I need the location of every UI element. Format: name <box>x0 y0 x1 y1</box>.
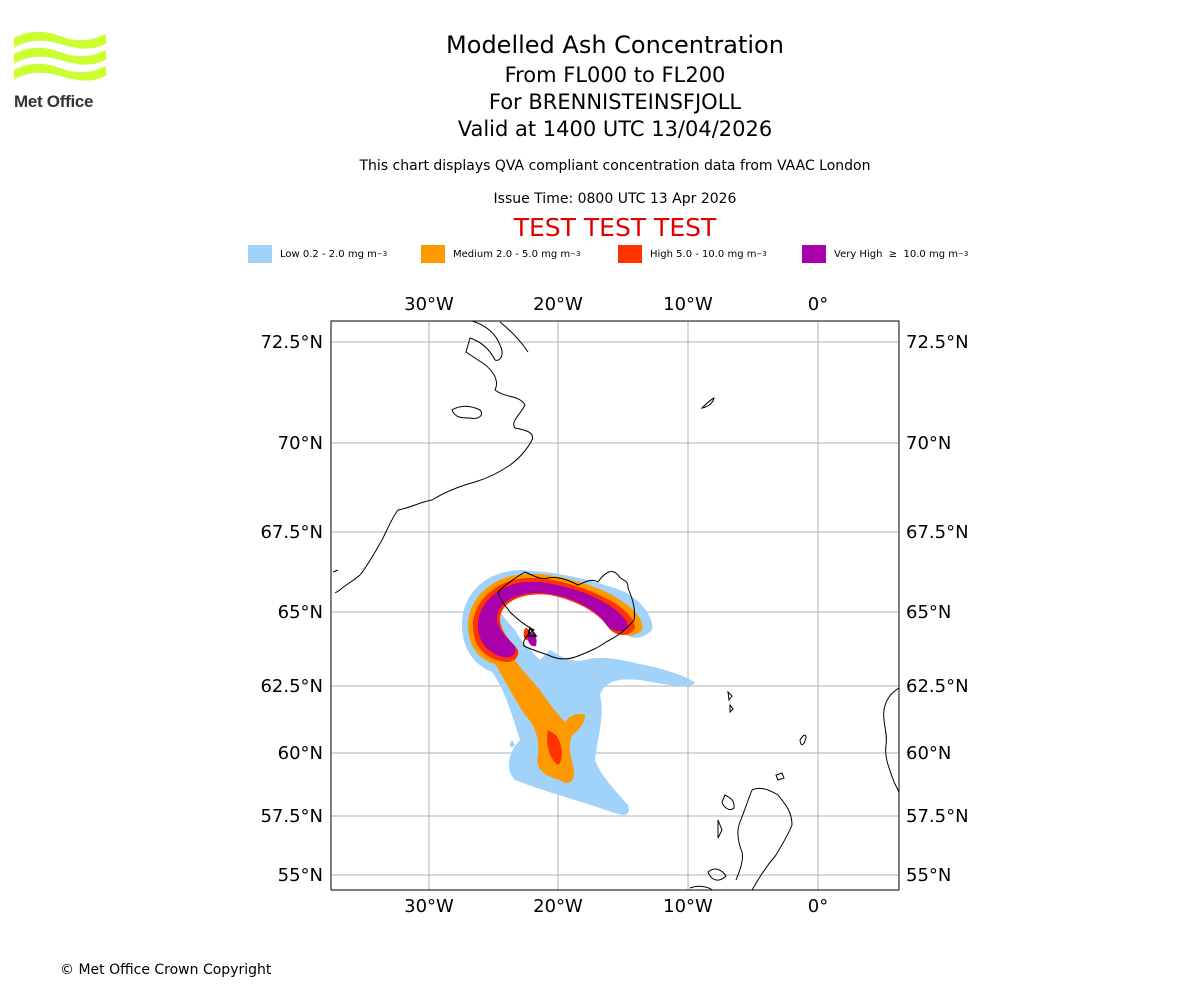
legend-high: High 5.0 - 10.0 mg m −3 <box>618 244 767 264</box>
volcano-name: For BRENNISTEINSFJOLL <box>488 90 742 114</box>
lon-label-top: 30°W <box>404 294 454 315</box>
lat-label-left: 72.5°N <box>260 332 323 353</box>
lon-labels-bottom: 30°W 20°W 10°W 0° <box>404 896 828 917</box>
lon-label-top: 20°W <box>533 294 583 315</box>
valid-time: Valid at 1400 UTC 13/04/2026 <box>457 117 773 141</box>
lat-labels-right: 72.5°N 70°N 67.5°N 65°N 62.5°N 60°N 57.5… <box>906 332 969 886</box>
met-office-logo: Met Office <box>14 30 114 112</box>
lat-label-left: 62.5°N <box>260 676 323 697</box>
met-office-wave-icon <box>14 31 106 81</box>
lon-label-top: 0° <box>808 294 828 315</box>
lon-label-bottom: 0° <box>808 896 828 917</box>
legend-swatch-low <box>248 245 272 263</box>
description: This chart displays QVA compliant concen… <box>359 158 871 174</box>
lat-label-right: 62.5°N <box>906 676 969 697</box>
lat-label-right: 67.5°N <box>906 522 969 543</box>
legend-label-low: Low 0.2 - 2.0 mg m <box>280 248 377 260</box>
chart-title: Modelled Ash Concentration <box>446 31 784 59</box>
lat-label-right: 57.5°N <box>906 806 969 827</box>
lat-label-right: 55°N <box>906 865 951 886</box>
legend-swatch-high <box>618 245 642 263</box>
lon-label-bottom: 20°W <box>533 896 583 917</box>
lon-label-bottom: 30°W <box>404 896 454 917</box>
graticule <box>331 321 899 890</box>
lat-label-left: 55°N <box>278 865 323 886</box>
volcano-icon <box>527 626 538 637</box>
lat-label-right: 65°N <box>906 602 951 623</box>
lon-label-bottom: 10°W <box>663 896 713 917</box>
legend-swatch-medium <box>421 245 445 263</box>
copyright: © Met Office Crown Copyright <box>60 962 272 978</box>
legend-label-medium: Medium 2.0 - 5.0 mg m <box>453 248 571 260</box>
legend-medium: Medium 2.0 - 5.0 mg m −3 <box>421 244 580 264</box>
lat-label-right: 72.5°N <box>906 332 969 353</box>
lat-label-left: 67.5°N <box>260 522 323 543</box>
lon-labels-top: 30°W 20°W 10°W 0° <box>404 294 828 315</box>
lat-label-left: 70°N <box>278 433 323 454</box>
legend-low: Low 0.2 - 2.0 mg m −3 <box>248 244 387 264</box>
lat-label-right: 60°N <box>906 743 951 764</box>
lon-label-top: 10°W <box>663 294 713 315</box>
issue-time: Issue Time: 0800 UTC 13 Apr 2026 <box>493 191 737 207</box>
lat-label-left: 65°N <box>278 602 323 623</box>
test-banner: TEST TEST TEST <box>513 213 717 242</box>
logo-text: Met Office <box>14 92 94 111</box>
legend-very-high: Very High ≥ 10.0 mg m −3 <box>802 244 968 264</box>
legend-swatch-very-high <box>802 245 826 263</box>
lat-labels-left: 72.5°N 70°N 67.5°N 65°N 62.5°N 60°N 57.5… <box>260 332 323 886</box>
lat-label-right: 70°N <box>906 433 951 454</box>
legend-label-very-high: Very High ≥ 10.0 mg m <box>834 248 958 260</box>
flight-levels: From FL000 to FL200 <box>504 63 726 87</box>
lat-label-left: 57.5°N <box>260 806 323 827</box>
lat-label-left: 60°N <box>278 743 323 764</box>
legend-label-high: High 5.0 - 10.0 mg m <box>650 248 757 260</box>
map-frame <box>330 320 900 891</box>
